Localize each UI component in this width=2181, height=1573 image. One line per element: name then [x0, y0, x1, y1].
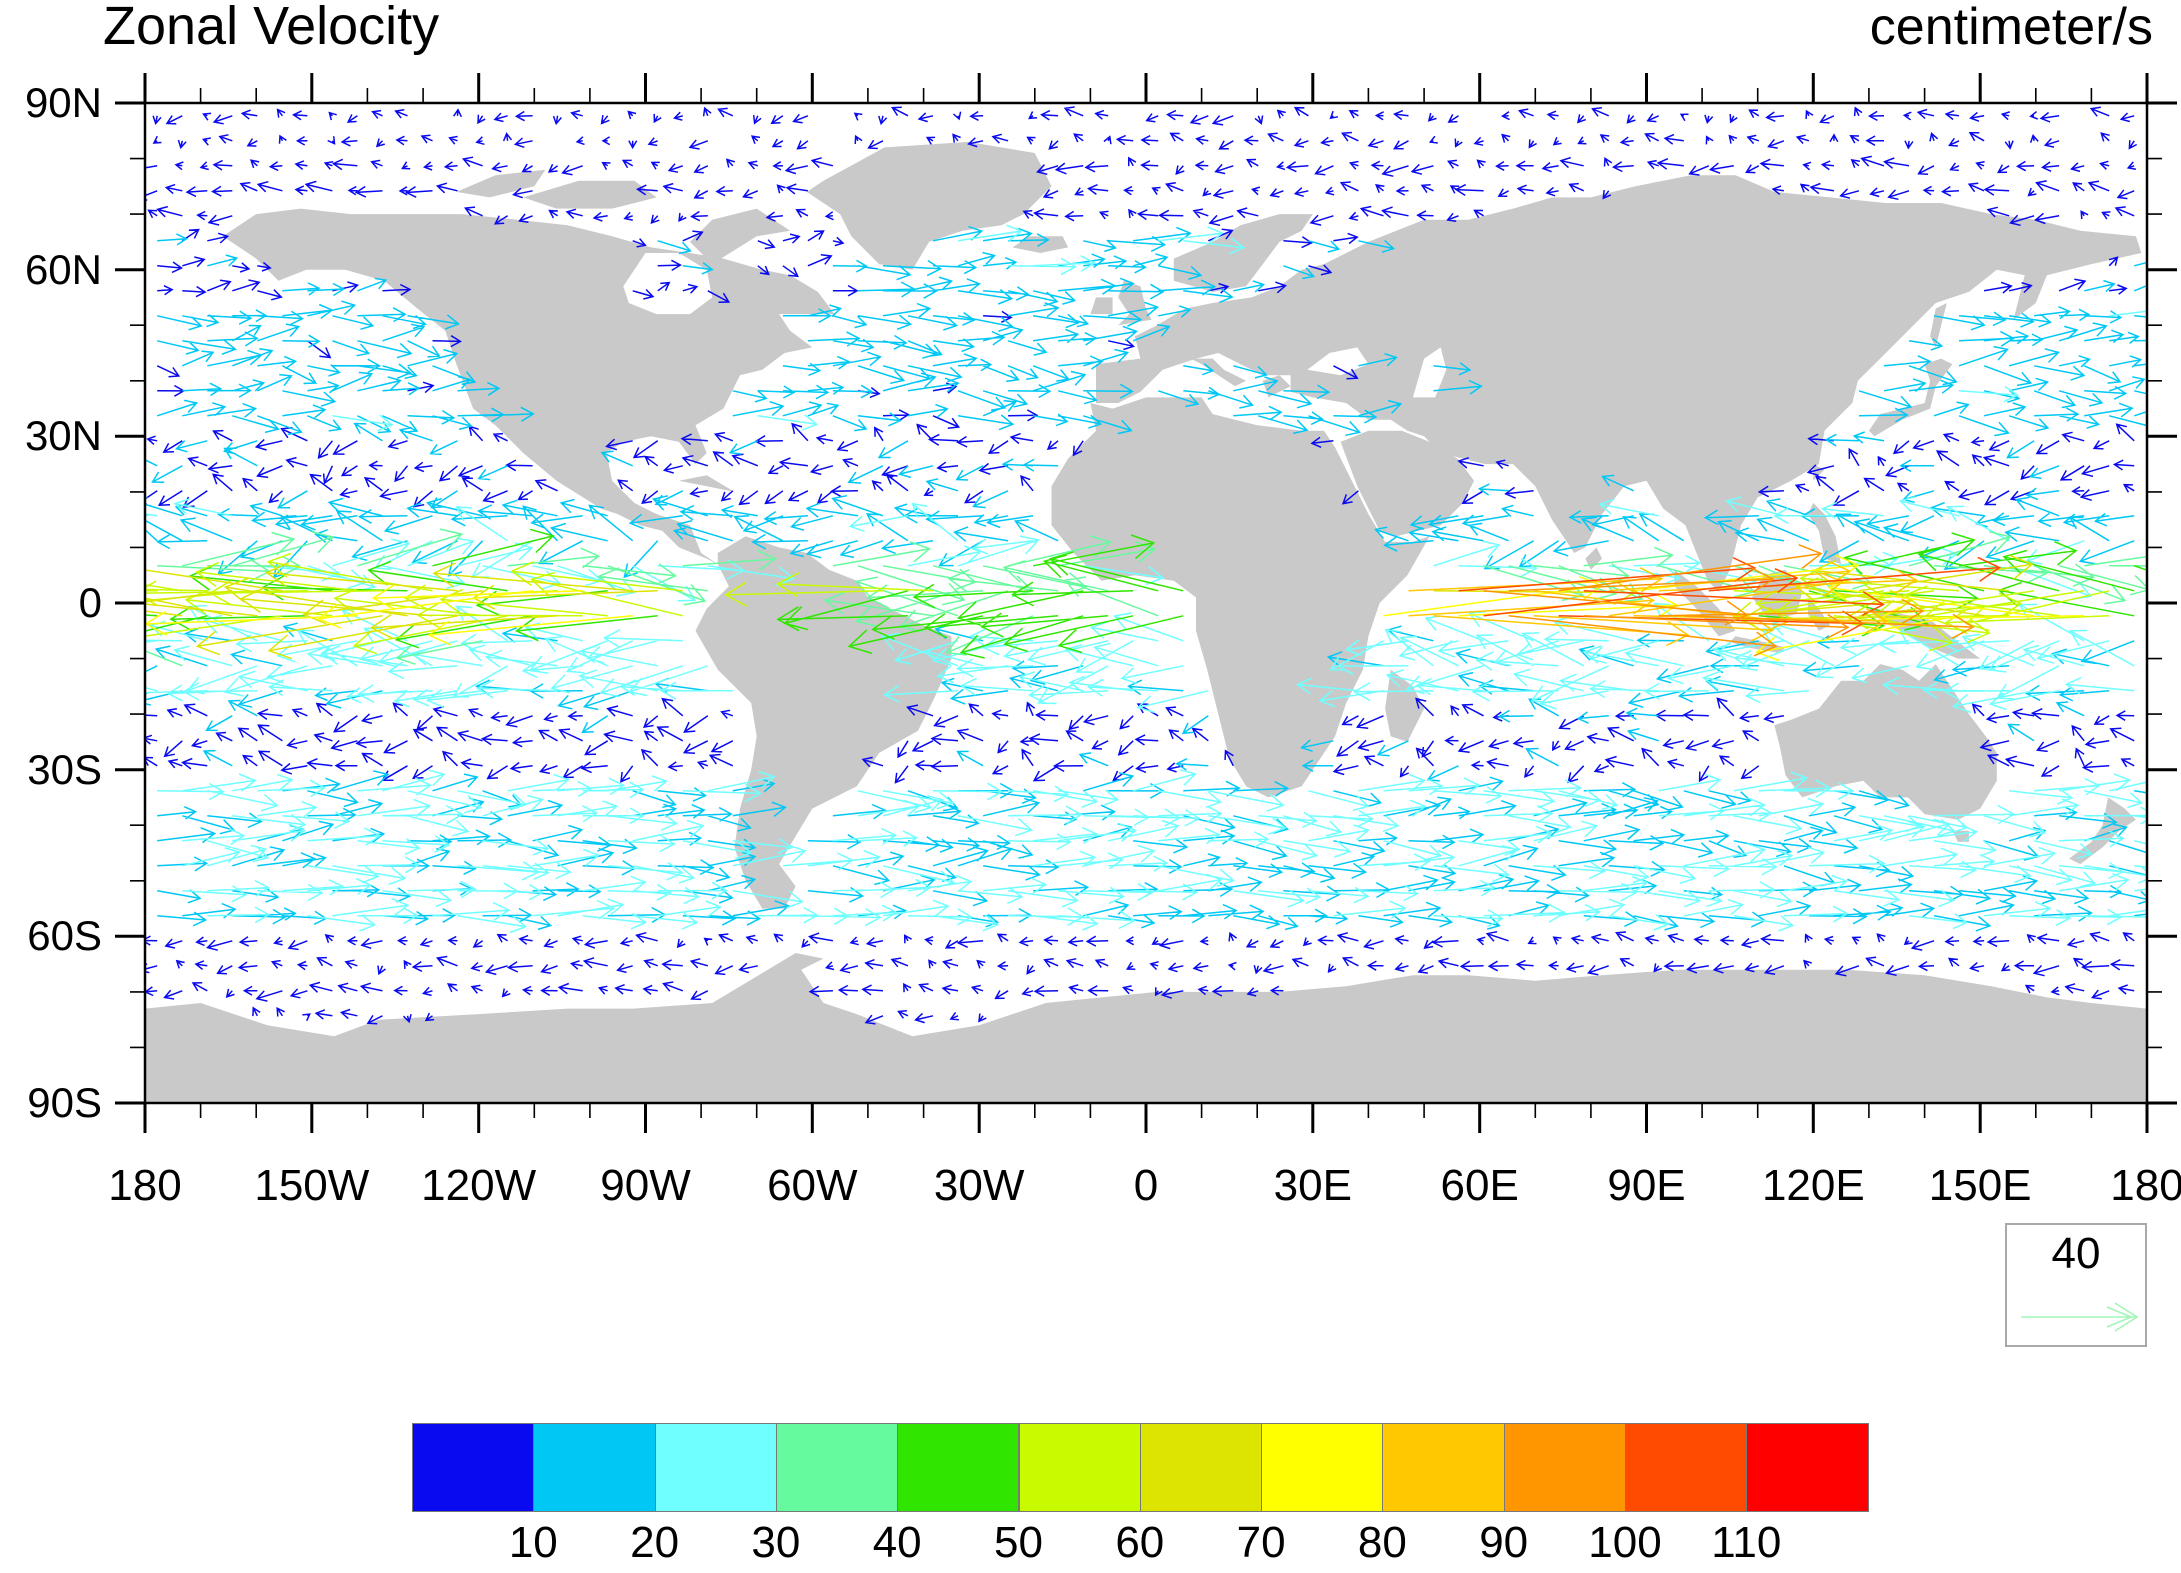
- reference-vector-label: 40: [2051, 1229, 2101, 1278]
- landmass: [145, 953, 2147, 1103]
- plot-title: Zonal Velocity: [103, 0, 440, 56]
- landmass: [1868, 608, 1981, 659]
- landmass: [456, 169, 546, 198]
- landmass: [1868, 358, 1953, 437]
- landmass: [1807, 503, 1842, 565]
- velocity-arrows: [145, 528, 2147, 667]
- colorbar-tick-label: 10: [508, 1518, 558, 1567]
- landmass: [1118, 280, 1152, 326]
- landmass: [1051, 397, 1430, 798]
- x-tick-label: 150W: [254, 1161, 370, 1210]
- colorbar-box: [775, 1423, 899, 1512]
- x-tick-label: 90W: [600, 1161, 691, 1210]
- colorbar-tick-label: 30: [751, 1518, 801, 1567]
- inland-sea: [1307, 347, 1369, 376]
- colorbar-box: [1139, 1423, 1263, 1512]
- y-tick-label: 90S: [27, 1079, 102, 1126]
- y-tick-label: 60S: [27, 912, 102, 960]
- landmass: [1930, 303, 1947, 348]
- landmass: [690, 208, 791, 265]
- units-label: centimeter/s: [1869, 0, 2153, 56]
- landmass: [1385, 669, 1425, 742]
- colorbar-tick-label: 60: [1115, 1518, 1165, 1567]
- x-tick-label: 120E: [1761, 1161, 1865, 1210]
- landmass: [1190, 358, 1247, 387]
- colorbar-box: [1382, 1423, 1505, 1512]
- velocity-arrows: [145, 528, 2147, 659]
- landmass: [1173, 214, 1313, 292]
- landmass: [1340, 430, 1475, 537]
- colorbar-box: [654, 1423, 777, 1512]
- velocity-arrows: [145, 554, 2085, 662]
- plot-frame: [143, 101, 2149, 1105]
- velocity-arrows: [145, 106, 2138, 1025]
- landmass: [1585, 547, 1602, 570]
- colorbar-box: [533, 1423, 656, 1512]
- colorbar-box: [1625, 1423, 1748, 1512]
- reference-arrow-glyph: [2021, 1302, 2139, 1332]
- landmass: [1096, 175, 2142, 592]
- colorbar-tick-label: 20: [630, 1518, 680, 1567]
- colorbar-box: [1503, 1423, 1626, 1512]
- y-tick-label: 0: [78, 579, 102, 626]
- colorbar-tick-label: 50: [994, 1518, 1043, 1567]
- world-land-layer: [145, 141, 2147, 1103]
- landmass: [1774, 664, 1997, 820]
- landmass: [523, 180, 657, 209]
- y-tick-label: 60N: [24, 245, 102, 293]
- velocity-arrows: [1458, 556, 2002, 636]
- landmass: [2069, 797, 2136, 865]
- colorbar-tick-label: 110: [1711, 1518, 1782, 1567]
- inland-sea: [1412, 347, 1447, 398]
- velocity-arrows: [1483, 544, 1975, 657]
- x-tick-label: 90E: [1607, 1161, 1686, 1210]
- y-tick-label: 30N: [24, 412, 102, 460]
- colorbar-box: [1261, 1423, 1384, 1512]
- x-tick-label: 30W: [933, 1161, 1025, 1210]
- landmass: [678, 475, 735, 492]
- x-tick-label: 0: [1133, 1161, 1159, 1210]
- colorbar-tick-label: 70: [1236, 1518, 1286, 1567]
- minor-ticks: [130, 88, 2162, 1118]
- major-ticks: [115, 73, 2177, 1133]
- reference-vector-arrow: [2021, 1302, 2139, 1332]
- y-tick-label: 30S: [27, 745, 102, 793]
- colorbar-tick-label: 90: [1479, 1518, 1529, 1567]
- colorbar-tick-label: 40: [872, 1518, 922, 1567]
- x-tick-label: 180: [2110, 1161, 2181, 1210]
- x-tick-label: 30E: [1273, 1161, 1352, 1210]
- x-tick-label: 120W: [421, 1161, 537, 1210]
- x-tick-label: 60E: [1440, 1161, 1519, 1210]
- y-tick-label: 90N: [24, 79, 102, 126]
- x-tick-label: 60W: [767, 1161, 858, 1210]
- reference-vector-box: 40: [2005, 1223, 2147, 1347]
- colorbar-tick-label: 80: [1357, 1518, 1407, 1567]
- velocity-arrows: [145, 224, 2147, 934]
- vector-arrows-layer: [145, 106, 2147, 1025]
- colorbar-box: [897, 1423, 1020, 1512]
- velocity-arrows: [145, 225, 2147, 932]
- x-tick-label: 150E: [1928, 1161, 2032, 1210]
- landmass: [806, 141, 1052, 270]
- landmass: [1090, 297, 1113, 315]
- colorbar-box: [1746, 1423, 1869, 1512]
- x-tick-label: 180: [108, 1161, 182, 1210]
- landmass: [1262, 375, 1291, 398]
- landmass: [695, 536, 952, 909]
- colorbar-tick-label: 100: [1588, 1518, 1662, 1567]
- colorbar-box: [412, 1423, 535, 1512]
- colorbar-box: [1018, 1423, 1141, 1512]
- axis-ticks: [115, 73, 2177, 1133]
